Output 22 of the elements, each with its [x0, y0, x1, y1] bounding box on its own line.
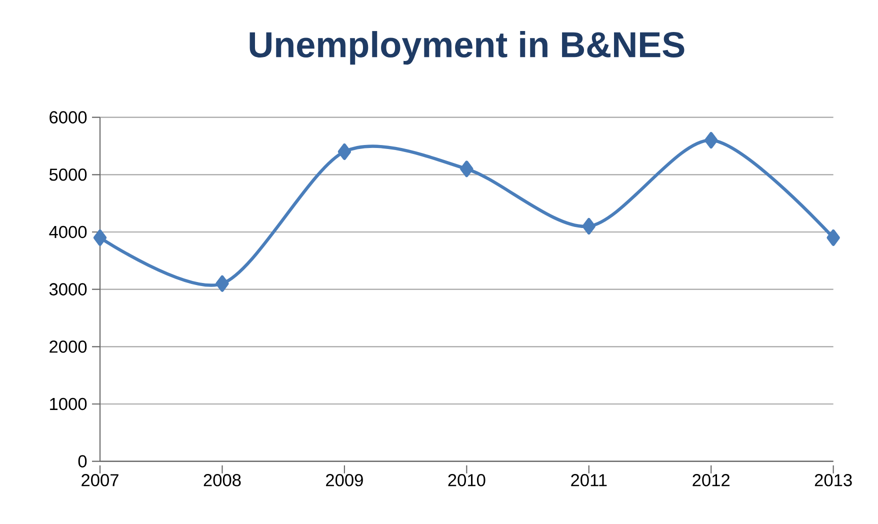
point [338, 143, 352, 160]
point [460, 160, 474, 178]
point [216, 275, 229, 292]
point [704, 132, 718, 149]
y-tick-label: 2000 [50, 340, 87, 353]
y-tick-label: 4000 [49, 226, 87, 238]
x-tick-label: 2013 [814, 474, 852, 486]
point [826, 229, 840, 246]
x-tick-label: 2007 [82, 474, 118, 486]
x-tick-label: 2009 [326, 474, 363, 486]
point [582, 218, 596, 235]
y-tick-label: 0 [78, 455, 87, 468]
y-tick-label: 5000 [49, 168, 87, 181]
x-tick-label: 2012 [692, 474, 730, 486]
y-tick-label: 3000 [49, 283, 87, 296]
x-tick-label: 2010 [448, 474, 486, 486]
y-tick-label: 1000 [50, 398, 87, 410]
y-tick-label: 6000 [50, 111, 87, 124]
x-tick-label: 2011 [571, 474, 607, 486]
chart-title: Unemployment in B&NES [250, 31, 684, 65]
x-tick-label: 2008 [204, 474, 241, 486]
point [93, 229, 107, 246]
